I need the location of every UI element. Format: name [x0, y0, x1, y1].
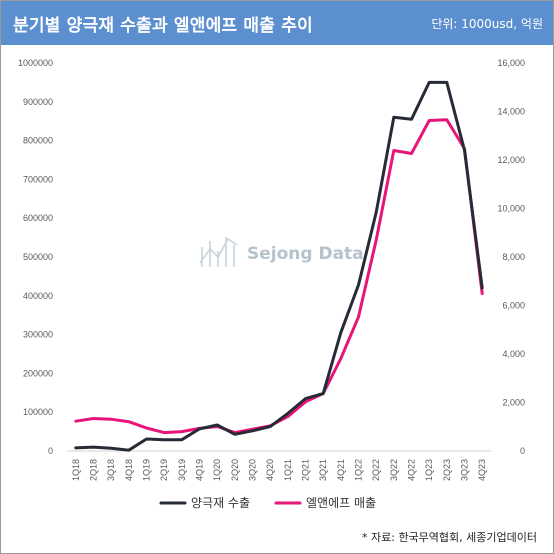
y-left-tick-label: 900000: [23, 97, 53, 107]
x-tick-label: 1Q22: [354, 459, 364, 481]
legend: 양극재 수출 엘앤에프 매출: [159, 496, 376, 510]
x-tick-label: 4Q19: [195, 459, 205, 481]
series-line-export: [74, 80, 484, 452]
y-left-tick-label: 400000: [23, 291, 53, 301]
y-right-tick-label: 12,000: [497, 155, 525, 165]
series-line-revenue: [74, 118, 484, 435]
legend-item-revenue: 엘앤에프 매출: [274, 496, 376, 510]
y-left-tick-label: 700000: [23, 174, 53, 184]
x-tick-label: 1Q21: [283, 459, 293, 481]
y-left-tick-label: 800000: [23, 136, 53, 146]
x-tick-label: 4Q21: [336, 459, 346, 481]
x-tick-label: 2Q23: [442, 459, 452, 481]
y-right-tick-label: 6,000: [502, 301, 525, 311]
x-tick-label: 3Q20: [248, 459, 258, 481]
title-bar: 분기별 양극재 수출과 엘앤에프 매출 추이 단위: 1000usd, 억원: [1, 1, 553, 45]
y-left-tick-label: 600000: [23, 213, 53, 223]
x-tick-label: 1Q18: [71, 459, 81, 481]
x-tick-label: 2Q21: [301, 459, 311, 481]
x-tick-label: 4Q18: [124, 459, 134, 481]
source-note: * 자료: 한국무역협회, 세종기업데이터: [362, 531, 537, 544]
x-tick-label: 3Q23: [460, 459, 470, 481]
x-tick-label: 1Q20: [212, 459, 222, 481]
chart-title: 분기별 양극재 수출과 엘앤에프 매출 추이: [13, 16, 313, 36]
y-right-tick-label: 0: [520, 446, 525, 456]
legend-item-export: 양극재 수출: [159, 496, 250, 510]
x-tick-label: 2Q20: [230, 459, 240, 481]
legend-label: 엘앤에프 매출: [306, 496, 376, 510]
series-lines: [74, 80, 484, 452]
y-right-tick-label: 16,000: [497, 58, 525, 68]
x-tick-label: 3Q19: [177, 459, 187, 481]
x-tick-label: 2Q18: [89, 459, 99, 481]
x-tick-label: 2Q19: [159, 459, 169, 481]
legend-label: 양극재 수출: [191, 496, 250, 510]
x-tick-label: 3Q18: [106, 459, 116, 481]
x-tick-label: 3Q21: [318, 459, 328, 481]
watermark-text: Sejong Data: [247, 244, 364, 264]
watermark-logo-icon: [199, 237, 238, 267]
watermark: Sejong Data: [199, 237, 364, 267]
y-left-tick-label: 1000000: [18, 58, 53, 68]
x-tick-label: 4Q23: [477, 459, 487, 481]
y-right-tick-label: 10,000: [497, 204, 525, 214]
y-right-tick-label: 14,000: [497, 107, 525, 117]
unit-label: 단위: 1000usd, 억원: [431, 17, 543, 31]
y-right-tick-label: 8,000: [502, 252, 525, 262]
x-tick-label: 1Q19: [142, 459, 152, 481]
x-tick-label: 1Q23: [424, 459, 434, 481]
y-right-tick-label: 2,000: [502, 398, 525, 408]
y-left-tick-label: 0: [48, 446, 53, 456]
y-left-tick-label: 200000: [23, 368, 53, 378]
x-tick-label: 3Q22: [389, 459, 399, 481]
y-right-tick-label: 4,000: [502, 349, 525, 359]
x-tick-label: 4Q20: [265, 459, 275, 481]
y-left-tick-label: 100000: [23, 407, 53, 417]
y-left-tick-label: 500000: [23, 252, 53, 262]
y-left-tick-label: 300000: [23, 330, 53, 340]
x-tick-label: 2Q22: [371, 459, 381, 481]
axes: 0 100000 200000 300000 400000 500000 600000 700…: [18, 58, 525, 481]
x-tick-label: 4Q22: [407, 459, 417, 481]
